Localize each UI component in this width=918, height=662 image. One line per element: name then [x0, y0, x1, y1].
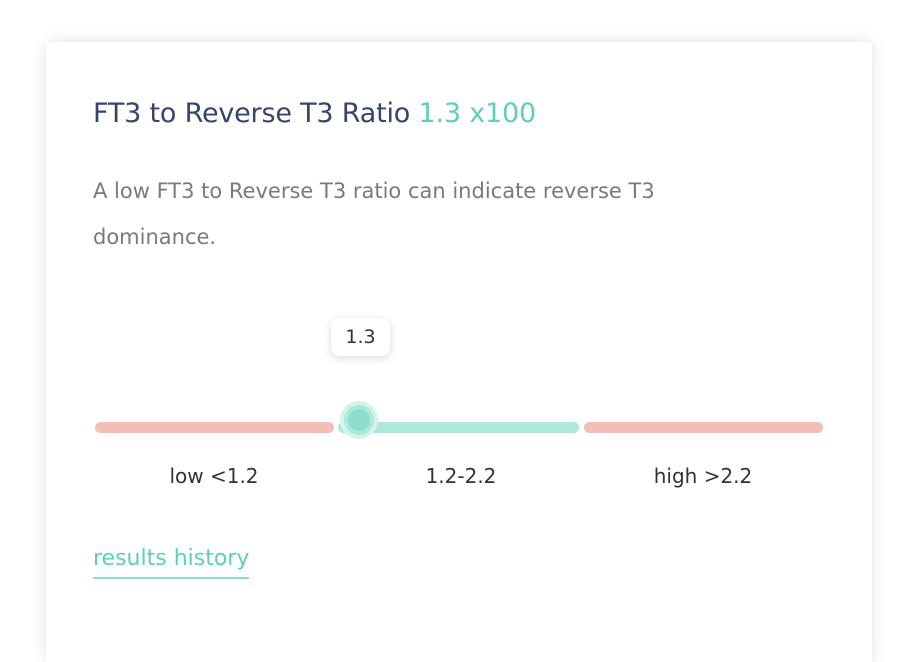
range-label: high >2.2 — [653, 464, 753, 488]
range-high — [584, 422, 823, 433]
range-normal — [338, 422, 579, 433]
results-history-link[interactable]: results history — [93, 546, 250, 579]
result-value: 1.3 x100 — [418, 98, 536, 129]
range-label: low <1.2 — [169, 464, 259, 488]
result-card: FT3 to Reverse T3 Ratio 1.3 x100 A low F… — [46, 42, 872, 662]
title: FT3 to Reverse T3 Ratio — [93, 98, 411, 129]
range-low — [95, 422, 334, 433]
title-line: FT3 to Reverse T3 Ratio 1.3 x100 — [93, 98, 536, 129]
description: A low FT3 to Reverse T3 ratio can indica… — [93, 179, 655, 249]
range-label: 1.2-2.2 — [425, 464, 497, 488]
page: {"card": {"title": "FT3 to Reverse T3 Ra… — [93, 98, 823, 579]
slider-marker — [340, 401, 378, 439]
value-tooltip: 1.3 — [331, 318, 390, 356]
